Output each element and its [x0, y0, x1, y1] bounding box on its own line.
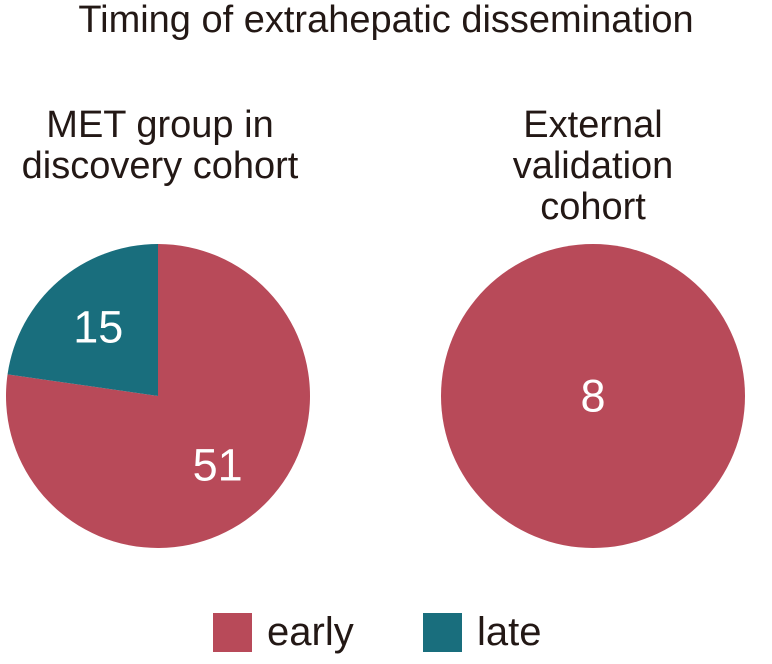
pie-chart-discovery: 51 15: [6, 244, 311, 548]
legend-swatch-early: [213, 613, 252, 652]
pie-value-label-early: 8: [580, 371, 605, 422]
subtitle-validation-line-2: cohort: [540, 186, 646, 228]
pie-slice-early: [6, 244, 311, 548]
pie-slice-early: [441, 244, 745, 548]
subtitle-discovery-cohort: MET group in discovery cohort: [8, 105, 312, 187]
subtitle-discovery-line-1: MET group in: [46, 104, 274, 146]
pie-value-label-late: 15: [73, 302, 123, 353]
figure-title: Timing of extrahepatic dissemination: [78, 0, 694, 41]
pie-chart-validation: 8: [441, 244, 745, 548]
pie-slice-late: [7, 244, 158, 396]
subtitle-validation-line-1: External validation: [512, 104, 674, 187]
legend-item-early: early: [213, 610, 354, 654]
legend-label-early: early: [267, 610, 354, 654]
subtitle-validation-cohort: External validation cohort: [441, 105, 745, 228]
legend-label-late: late: [477, 610, 542, 654]
legend-item-late: late: [423, 610, 542, 654]
pie-value-label-early: 51: [193, 439, 243, 490]
subtitle-discovery-line-2: discovery cohort: [21, 145, 299, 187]
legend-swatch-late: [423, 613, 462, 652]
